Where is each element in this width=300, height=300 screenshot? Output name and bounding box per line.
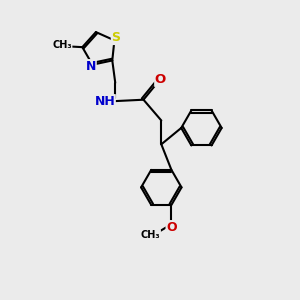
Text: S: S	[111, 32, 120, 44]
Text: NH: NH	[94, 95, 115, 108]
Text: O: O	[155, 73, 166, 86]
Text: CH₃: CH₃	[141, 230, 160, 240]
Text: CH₃: CH₃	[52, 40, 72, 50]
Text: N: N	[86, 60, 96, 73]
Text: O: O	[166, 221, 177, 234]
